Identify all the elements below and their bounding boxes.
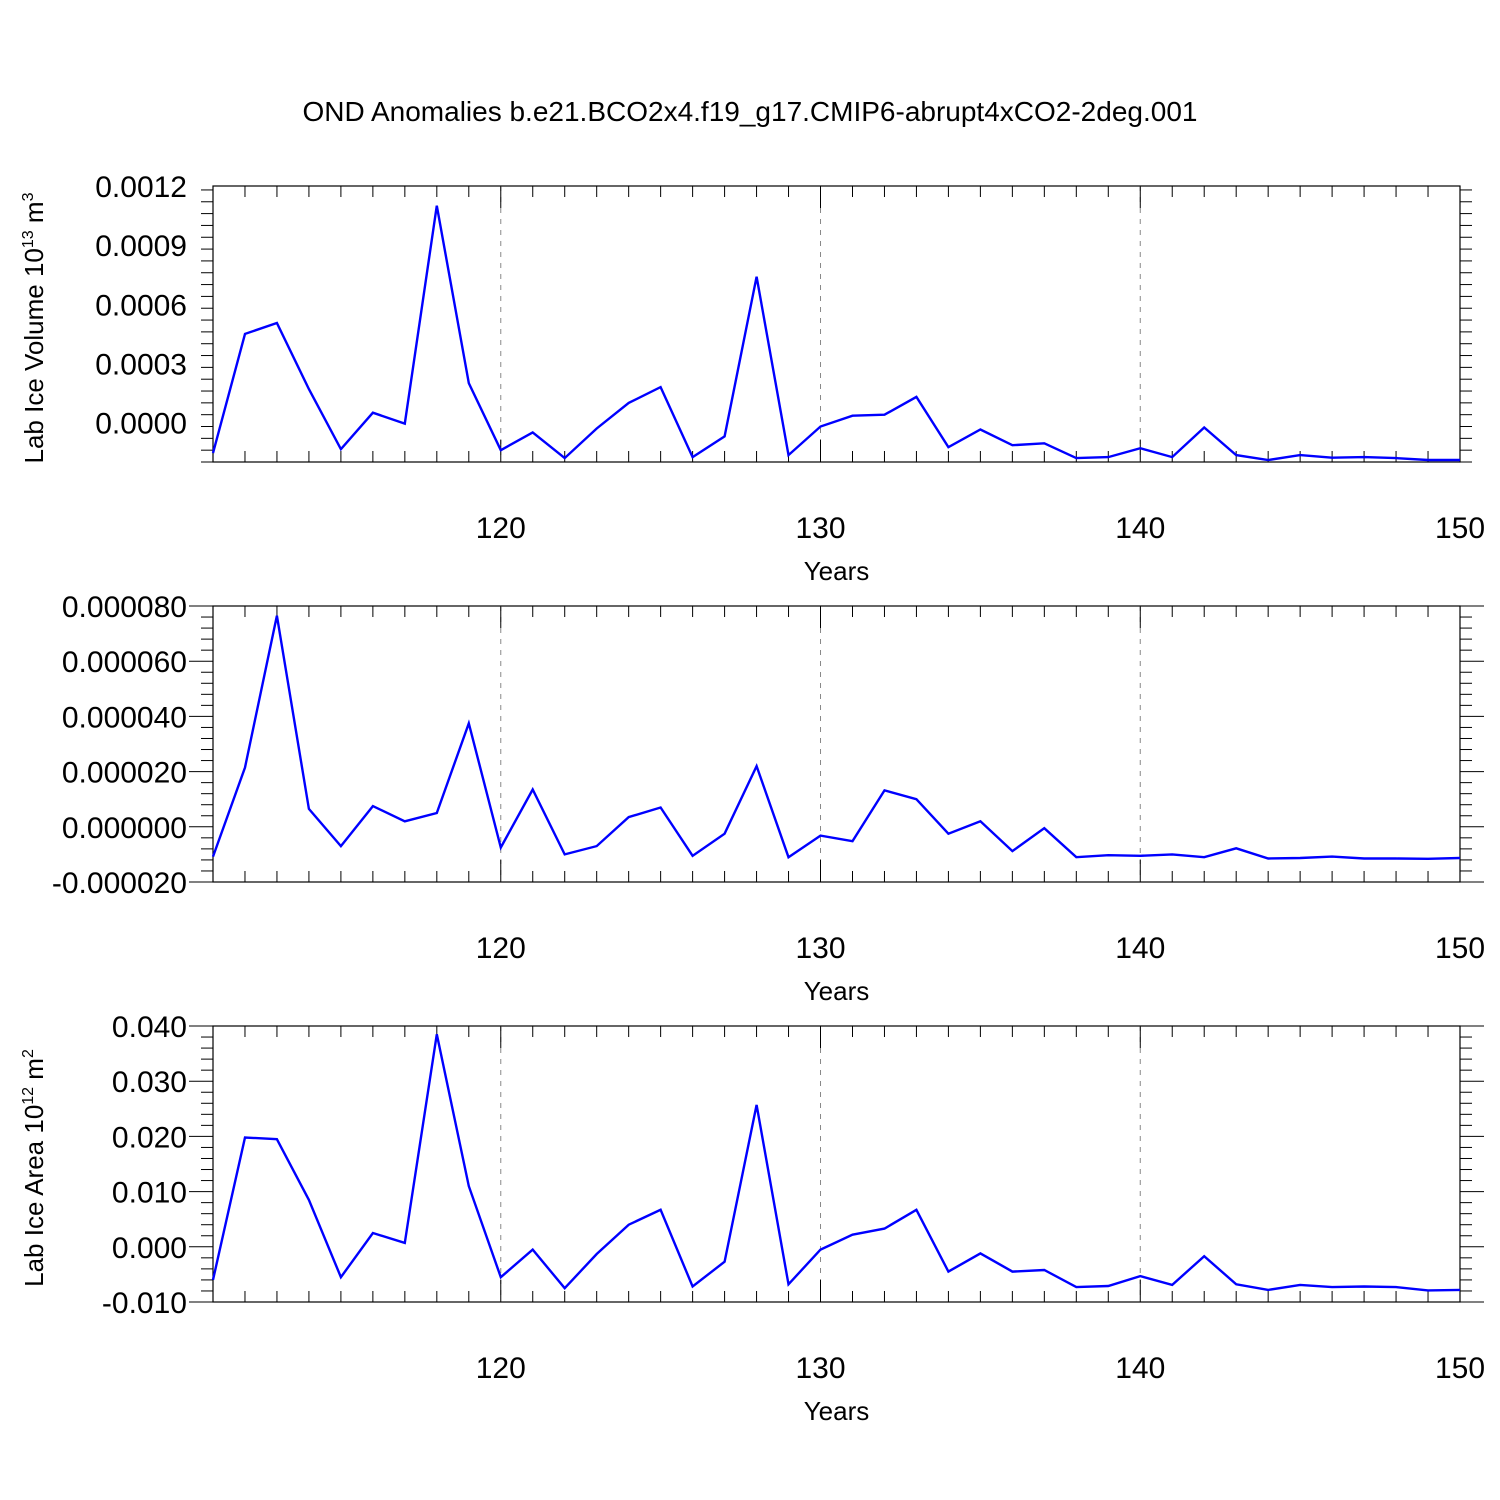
y-tick-label: 0.0009 [95,230,187,263]
x-tick-label: 120 [476,512,526,545]
y-tick-label: 0.0000 [95,408,187,441]
y-tick-label: 0.000020 [62,757,187,790]
plot-frame [212,605,1461,883]
plot-frame [212,185,1461,463]
x-axis-label: Years [804,976,870,1006]
series-line [211,1034,1461,1292]
x-tick-label: 140 [1115,1352,1165,1385]
x-tick-label: 150 [1435,932,1485,965]
x-axis-label: Years [804,1396,870,1426]
series-line [211,205,1460,462]
y-tick-label: 0.0003 [95,348,187,381]
y-axis-label: Lab Ice Area 1012 m2 [19,1049,49,1287]
y-tick-label: -0.000020 [52,867,187,900]
y-tick-label: 0.010 [112,1177,187,1210]
x-tick-label: 130 [795,932,845,965]
x-tick-label: 140 [1115,932,1165,965]
y-tick-label: 0.000 [112,1232,187,1265]
x-tick-label: 120 [476,1352,526,1385]
y-tick-label: 0.0006 [95,289,187,322]
x-tick-label: 150 [1435,512,1485,545]
y-tick-label: 0.000040 [62,701,187,734]
x-axis-label: Years [804,556,870,586]
panel-ice-volume: 0.0000 0.0003 0.0006 0.0009 0.0012 120 130 140 1… [19,171,1485,586]
y-tick-label: 0.040 [112,1011,187,1044]
y-tick-label: 0.030 [112,1066,187,1099]
x-tick-label: 150 [1435,1352,1485,1385]
y-axis-label: Lab Ice Volume 1013 m3 [19,192,49,463]
panel-middle: -0.000020 0.000000 0.000020 0.000040 0.00006… [52,591,1485,1006]
x-tick-label: 130 [795,1352,845,1385]
x-tick-label: 140 [1115,512,1165,545]
y-tick-label: 0.020 [112,1121,187,1154]
y-tick-label: 0.000000 [62,812,187,845]
y-tick-label: 0.000060 [62,646,187,679]
y-tick-label: 0.000080 [62,591,187,624]
y-tick-label: -0.010 [102,1287,187,1320]
series-line [211,615,1461,861]
x-tick-label: 120 [476,932,526,965]
x-tick-label: 130 [795,512,845,545]
panel-ice-area: -0.010 0.000 0.010 0.020 0.030 0.040 120 130 140… [19,1011,1485,1426]
page-title: OND Anomalies b.e21.BCO2x4.f19_g17.CMIP6… [302,96,1198,127]
plot-frame [212,1025,1461,1303]
y-tick-label: 0.0012 [95,171,187,204]
